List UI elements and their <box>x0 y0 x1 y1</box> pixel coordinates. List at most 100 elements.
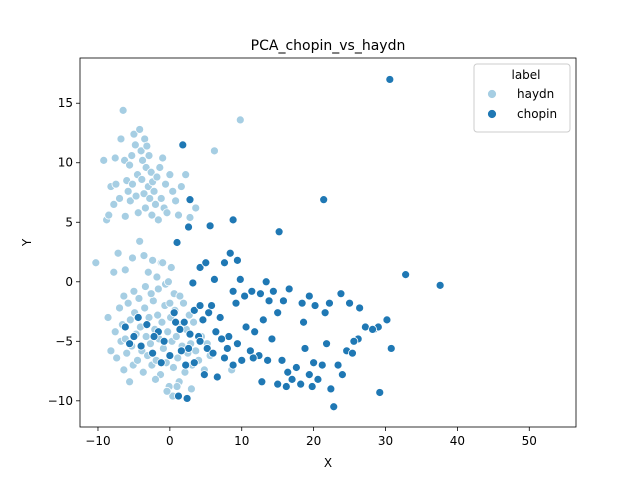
point-chopin <box>202 344 212 353</box>
point-haydn <box>185 213 195 222</box>
point-chopin <box>297 298 307 308</box>
point-chopin <box>205 221 215 231</box>
x-axis-label: X <box>324 456 332 470</box>
point-chopin <box>142 320 152 330</box>
point-chopin <box>320 308 330 318</box>
point-haydn <box>133 355 142 365</box>
x-tick-label: 0 <box>166 434 174 448</box>
point-chopin <box>181 360 191 370</box>
point-haydn <box>133 208 143 218</box>
point-chopin <box>175 324 185 334</box>
point-haydn <box>134 294 144 303</box>
point-haydn <box>103 313 113 322</box>
point-chopin <box>325 298 334 308</box>
point-chopin <box>256 289 265 299</box>
point-chopin <box>247 286 257 296</box>
point-haydn <box>136 146 146 156</box>
point-chopin <box>386 344 396 353</box>
point-haydn <box>235 115 245 125</box>
point-chopin <box>345 298 354 308</box>
point-haydn <box>128 253 137 263</box>
point-chopin <box>257 377 267 387</box>
point-chopin <box>188 278 198 288</box>
point-chopin <box>195 263 205 272</box>
y-tick-label: −5 <box>55 334 73 348</box>
point-haydn <box>111 179 121 189</box>
point-chopin <box>337 370 347 380</box>
point-haydn <box>137 175 147 184</box>
point-haydn <box>152 172 162 182</box>
point-haydn <box>153 284 163 294</box>
point-haydn <box>135 236 145 246</box>
legend-box <box>473 63 571 133</box>
point-haydn <box>147 210 157 220</box>
point-haydn <box>156 194 166 203</box>
point-haydn <box>140 303 150 313</box>
point-chopin <box>281 382 291 391</box>
point-haydn <box>104 210 114 220</box>
point-chopin <box>329 402 339 412</box>
point-haydn <box>162 386 172 396</box>
point-chopin <box>228 215 238 225</box>
point-chopin <box>300 344 310 353</box>
point-haydn <box>118 105 128 115</box>
point-chopin <box>224 332 234 341</box>
point-chopin <box>172 238 182 247</box>
point-chopin <box>148 348 158 358</box>
point-chopin <box>233 339 242 349</box>
point-haydn <box>110 153 120 163</box>
point-haydn <box>158 258 168 268</box>
point-haydn <box>125 196 135 206</box>
point-haydn <box>165 170 175 180</box>
point-haydn <box>143 267 153 277</box>
point-chopin <box>198 315 208 325</box>
x-tick-label: −10 <box>85 434 110 448</box>
point-chopin <box>274 227 284 237</box>
point-chopin <box>322 339 331 349</box>
point-haydn <box>165 298 175 308</box>
point-haydn <box>109 200 119 209</box>
point-chopin <box>195 301 205 310</box>
point-chopin <box>385 75 395 84</box>
point-chopin <box>136 341 146 351</box>
point-chopin <box>228 286 238 296</box>
point-chopin <box>233 255 242 265</box>
point-haydn <box>179 298 188 308</box>
point-chopin <box>184 344 193 353</box>
point-haydn <box>125 160 135 170</box>
point-chopin <box>310 301 320 310</box>
point-haydn <box>191 346 201 356</box>
point-haydn <box>158 153 168 163</box>
point-haydn <box>115 303 124 313</box>
point-haydn <box>174 210 183 220</box>
point-haydn <box>187 384 196 394</box>
point-chopin <box>279 296 288 306</box>
point-haydn <box>128 179 137 189</box>
point-chopin <box>156 358 166 368</box>
point-chopin <box>309 358 319 368</box>
point-chopin <box>133 313 143 322</box>
point-chopin <box>273 308 283 318</box>
point-haydn <box>173 353 183 363</box>
point-chopin <box>360 322 370 332</box>
point-haydn <box>138 367 148 377</box>
point-haydn <box>168 186 178 196</box>
point-chopin <box>267 334 277 344</box>
point-haydn <box>141 332 151 341</box>
point-chopin <box>368 324 377 334</box>
point-haydn <box>162 208 172 218</box>
point-chopin <box>299 317 308 327</box>
point-haydn <box>91 258 101 268</box>
point-chopin <box>178 140 188 150</box>
point-chopin <box>189 305 199 315</box>
point-chopin <box>215 313 225 322</box>
point-chopin <box>304 370 314 380</box>
point-haydn <box>119 291 129 301</box>
point-haydn <box>176 182 186 191</box>
point-haydn <box>171 332 181 341</box>
point-haydn <box>169 363 178 372</box>
point-haydn <box>172 382 182 391</box>
point-chopin <box>240 291 250 301</box>
legend-label-chopin: chopin <box>517 107 557 121</box>
legend-title: label <box>511 68 540 82</box>
